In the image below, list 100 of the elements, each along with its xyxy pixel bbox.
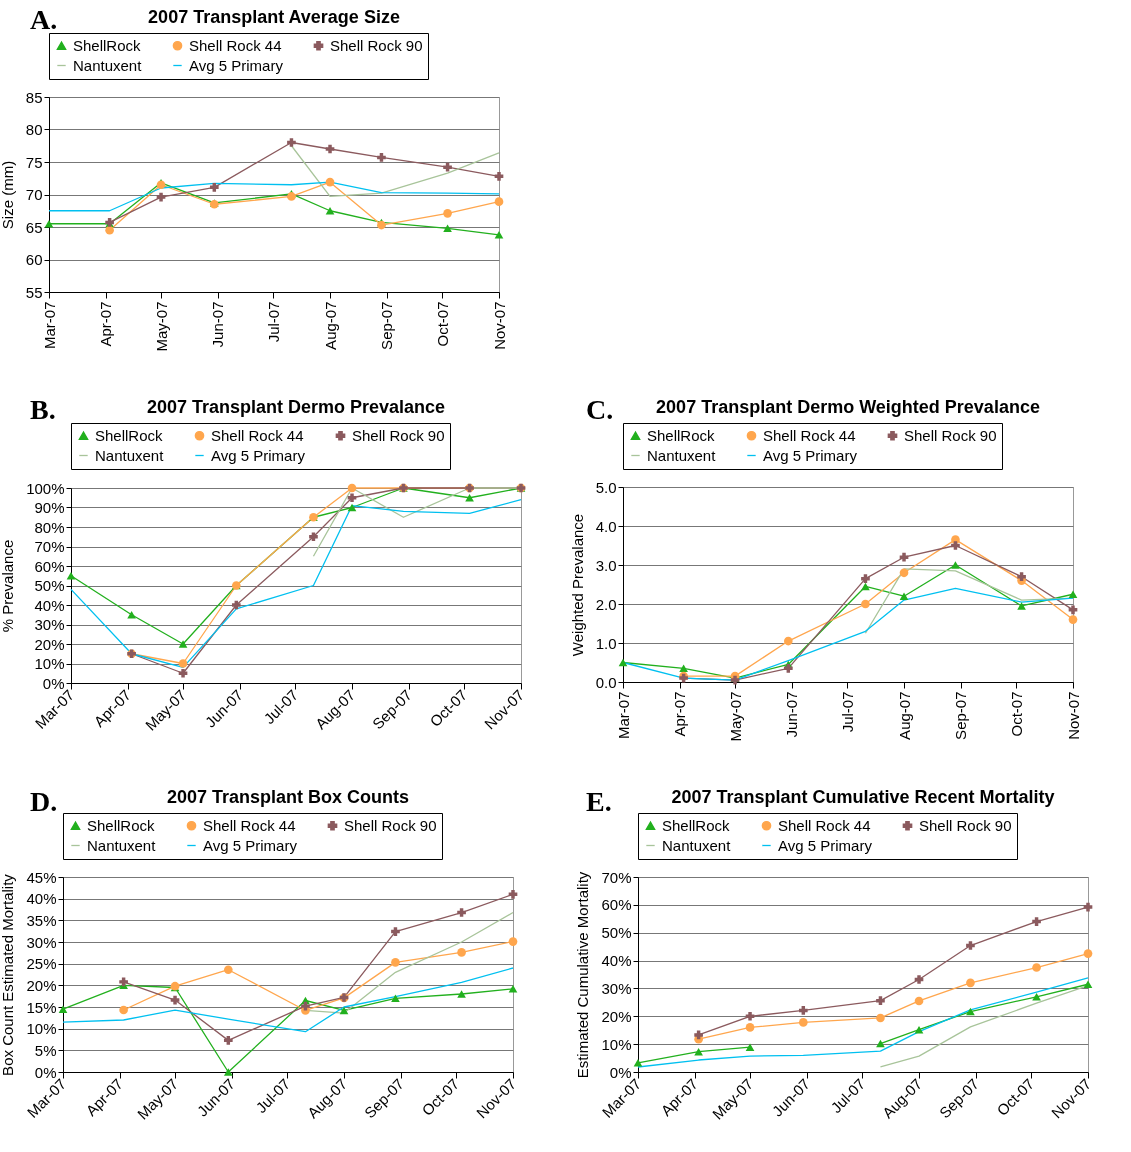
legend-label: Shell Rock 90 [352, 426, 445, 444]
y-tick-label: 45% [26, 868, 57, 886]
y-axis-title: Weighted Prevalance [568, 513, 586, 657]
legend-label: ShellRock [662, 816, 731, 834]
y-tick-label: 0% [42, 674, 65, 692]
x-tick-label: Jun-07 [209, 301, 227, 348]
y-tick-label: 70% [601, 868, 632, 886]
y-tick-label: 1.0 [595, 634, 617, 652]
chart-title: 2007 Transplant Dermo Prevalance [146, 396, 446, 417]
legend-label: Avg 5 Primary [203, 836, 298, 854]
legend-label: ShellRock [647, 426, 716, 444]
y-axis-title: Box Count Estimated Mortality [0, 873, 17, 1076]
legend-label: Avg 5 Primary [189, 56, 284, 74]
chart-title: 2007 Transplant Cumulative Recent Mortality [671, 786, 1055, 807]
y-tick-label: 40% [601, 952, 632, 970]
x-tick-label: Jul-07 [264, 301, 282, 343]
text: A. [30, 4, 58, 36]
chart-title: 2007 Transplant Average Size [148, 6, 400, 27]
y-tick-label: 0% [34, 1063, 57, 1081]
legend-label: Avg 5 Primary [763, 446, 858, 464]
x-tick-label: Mar-07 [614, 691, 632, 740]
x-tick-label: May-07 [152, 301, 170, 352]
text: E. [586, 786, 612, 818]
legend-label: ShellRock [95, 426, 164, 444]
legend-label: ShellRock [73, 36, 142, 54]
y-tick-label: 3.0 [595, 556, 617, 574]
x-tick-label: Sep-07 [952, 691, 970, 740]
y-tick-label: 80 [25, 121, 43, 138]
legend-label: Shell Rock 90 [919, 816, 1012, 834]
legend-label: Shell Rock 44 [211, 426, 304, 444]
legend-label: Nantuxent [73, 56, 143, 74]
legend-label: Shell Rock 44 [763, 426, 856, 444]
x-tick-label: Nov-07 [1064, 691, 1082, 740]
chart-title: 2007 Transplant Box Counts [166, 786, 410, 807]
x-tick-label: Aug-07 [321, 301, 339, 350]
y-tick-label: 0% [609, 1063, 632, 1081]
y-tick-label: 20% [26, 976, 57, 994]
y-tick-label: 10% [601, 1035, 632, 1053]
y-tick-label: 50% [34, 577, 65, 594]
y-tick-label: 5% [34, 1041, 57, 1059]
y-tick-label: 30% [26, 933, 57, 951]
y-tick-label: 10% [26, 1020, 57, 1038]
y-tick-label: 100% [26, 479, 65, 497]
y-tick-label: 40% [34, 596, 65, 614]
y-tick-label: 4.0 [595, 517, 617, 535]
y-tick-label: 25% [26, 955, 57, 973]
y-tick-label: 2.0 [595, 595, 617, 613]
y-tick-label: 65 [25, 218, 43, 236]
x-tick-label: Apr-07 [671, 691, 689, 737]
legend-label: Nantuxent [647, 446, 717, 464]
y-tick-label: 80% [34, 518, 65, 536]
legend-label: Shell Rock 44 [189, 36, 282, 54]
y-tick-label: 30% [601, 979, 632, 997]
x-tick-label: Aug-07 [895, 691, 913, 740]
y-tick-label: 60% [34, 557, 65, 575]
x-tick-label: Oct-07 [1007, 691, 1025, 737]
legend-label: Nantuxent [662, 836, 732, 854]
legend-label: Nantuxent [87, 836, 157, 854]
y-tick-label: 60 [25, 251, 43, 268]
y-axis-title: Size (mm) [0, 160, 16, 230]
legend-label: Shell Rock 90 [344, 816, 437, 834]
y-tick-label: 30% [34, 616, 65, 633]
x-tick-label: Jun-07 [783, 691, 801, 738]
legend-label: Shell Rock 44 [778, 816, 871, 834]
y-tick-label: 60% [601, 896, 632, 914]
y-tick-label: 20% [601, 1007, 632, 1025]
text: B. [30, 394, 56, 426]
y-tick-label: 20% [34, 635, 65, 653]
text: C. [586, 394, 614, 426]
x-tick-label: Oct-07 [433, 301, 451, 347]
text: D. [30, 786, 58, 818]
x-tick-label: May-07 [726, 691, 744, 742]
y-tick-label: 70% [34, 538, 65, 555]
y-tick-label: 10% [34, 655, 65, 672]
legend-label: Avg 5 Primary [778, 836, 873, 854]
y-tick-label: 55 [25, 283, 43, 301]
y-tick-label: 5.0 [595, 478, 617, 496]
chart-title: 2007 Transplant Dermo Weighted Prevalance [656, 396, 1040, 417]
y-tick-label: 90% [34, 499, 65, 516]
legend-label: Avg 5 Primary [211, 446, 306, 464]
y-tick-label: 40% [26, 890, 57, 908]
x-tick-label: Mar-07 [40, 301, 58, 350]
legend-label: Shell Rock 90 [330, 36, 423, 54]
y-tick-label: 75 [25, 153, 43, 171]
x-tick-label: Jul-07 [838, 691, 856, 733]
y-axis-title: % Prevalance [0, 539, 17, 633]
y-tick-label: 35% [26, 911, 57, 929]
y-tick-label: 0.0 [595, 673, 617, 691]
y-tick-label: 85 [25, 88, 43, 106]
x-tick-label: Nov-07 [490, 301, 508, 350]
x-tick-label: Apr-07 [97, 301, 115, 347]
x-tick-label: Sep-07 [378, 301, 396, 350]
y-tick-label: 50% [601, 924, 632, 942]
y-tick-label: 15% [26, 998, 57, 1016]
y-axis-title: Estimated Cumulative Mortality [574, 871, 592, 1079]
legend-label: Nantuxent [95, 446, 165, 464]
legend-label: Shell Rock 44 [203, 816, 296, 834]
y-tick-label: 70 [25, 186, 43, 203]
legend-label: ShellRock [87, 816, 156, 834]
legend-label: Shell Rock 90 [904, 426, 997, 444]
